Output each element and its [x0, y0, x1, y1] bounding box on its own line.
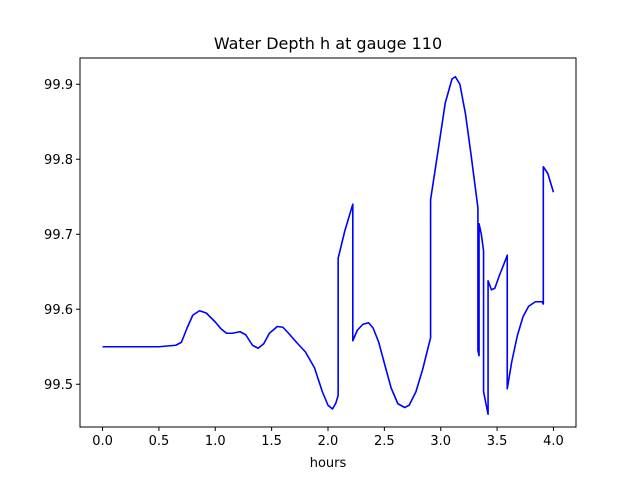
chart-title: Water Depth h at gauge 110	[214, 34, 442, 53]
x-tick-label: 3.0	[430, 434, 451, 449]
x-tick-label: 0.5	[149, 434, 170, 449]
y-axis-ticks: 99.5 99.6 99.7 99.8 99.9	[44, 78, 80, 393]
x-tick-label: 2.0	[318, 434, 339, 449]
x-tick-label: 0.0	[92, 434, 113, 449]
x-tick-label: 1.5	[261, 434, 282, 449]
x-tick-label: 4.0	[543, 434, 564, 449]
series-line-0	[102, 75, 555, 416]
y-tick-label: 99.6	[44, 303, 73, 318]
y-tick-label: 99.8	[44, 153, 73, 168]
x-tick-label: 3.5	[487, 434, 508, 449]
x-tick-label: 1.0	[205, 434, 226, 449]
y-tick-label: 99.9	[44, 78, 73, 93]
y-tick-label: 99.5	[44, 378, 73, 393]
y-tick-label: 99.7	[44, 228, 73, 243]
x-axis-label: hours	[310, 456, 347, 471]
x-tick-label: 2.5	[374, 434, 395, 449]
x-axis-ticks: 0.0 0.5 1.0 1.5 2.0 2.5 3.0 3.5 4.0	[92, 427, 564, 449]
plot-area	[102, 75, 555, 416]
plot-frame	[79, 57, 577, 428]
